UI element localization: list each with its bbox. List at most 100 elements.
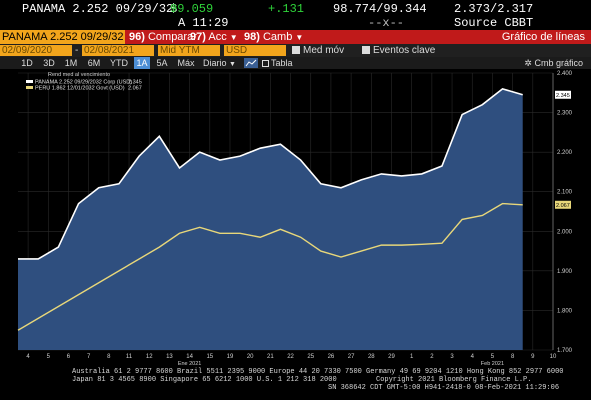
x-tick-label: 12 xyxy=(146,354,153,360)
options-bar: 02/09/2020 - 02/08/2021 Mid YTM USD Med … xyxy=(0,44,591,57)
last-value-box xyxy=(555,200,571,209)
period-1m[interactable]: 1M xyxy=(64,58,78,68)
checkbox-icon xyxy=(362,46,370,54)
table-icon xyxy=(262,60,269,67)
chart-settings-button[interactable]: ✲ Cmb gráfico xyxy=(524,57,583,69)
actions-label: Acc xyxy=(208,31,227,43)
key-events-toggle[interactable]: Eventos clave xyxy=(362,45,435,56)
moving-average-label: Med móv xyxy=(303,45,345,56)
legend-title: Rend med al vencimiento xyxy=(48,72,110,78)
x-tick-label: 25 xyxy=(307,354,314,360)
ticker-field[interactable]: PANAMA 2.252 09/29/32 xyxy=(0,30,125,44)
period-bar: 1D 3D 1M 6M YTD 1A 5A Máx Diario ▼ Tabla… xyxy=(0,57,591,69)
x-tick-label: 11 xyxy=(126,354,133,360)
series-2-line xyxy=(17,202,523,331)
period-1a[interactable]: 1A xyxy=(134,57,150,69)
y-tick-label: 1.800 xyxy=(557,308,573,314)
yield-chart[interactable]: 2.400 2.300 2.200 2.100 2.000 1.900 1.800 1.700… xyxy=(0,69,591,367)
x-tick-label: 4 xyxy=(471,354,475,360)
frequency-dropdown[interactable]: Diario ▼ xyxy=(203,57,236,71)
legend-series-1: PANAMA 2.252 09/29/2032 Corp (USD) xyxy=(35,80,132,86)
y-tick-label: 2.400 xyxy=(557,71,573,77)
period-max[interactable]: Máx xyxy=(177,58,195,68)
chart-canvas: 2.400 2.300 2.200 2.100 2.000 1.900 1.800 1.700… xyxy=(17,71,573,367)
x-tick-label: 3 xyxy=(450,354,454,360)
chevron-down-icon: ▼ xyxy=(229,33,238,42)
x-axis: 4 5 6 7 8 11 12 13 14 15 19 20 21 22 25 26 27 28 29 1 2 3 4 5 8 9… xyxy=(26,354,557,367)
chevron-down-icon: ▼ xyxy=(295,33,304,42)
x-tick-label: 13 xyxy=(166,354,173,360)
footer-contacts-2: Japan 81 3 4565 8900 Singapore 65 6212 1… xyxy=(72,376,337,384)
x-tick-label: 21 xyxy=(267,354,274,360)
compare-button[interactable]: 96) Comparar xyxy=(129,30,197,44)
moving-average-toggle[interactable]: Med móv xyxy=(292,45,344,56)
actions-button[interactable]: 97) Acc ▼ xyxy=(190,30,238,44)
price-change: +.131 xyxy=(268,2,305,16)
compare-label: Comparar xyxy=(147,31,197,43)
y-tick-label: 1.700 xyxy=(557,348,573,354)
x-tick-label: 2 xyxy=(430,354,434,360)
currency-selector[interactable]: USD xyxy=(224,45,286,56)
date-separator: - xyxy=(75,45,79,56)
chart-legend: Rend med al vencimiento PANAMA 2.252 09/… xyxy=(26,72,142,92)
checkbox-icon xyxy=(292,46,300,54)
footer: Australia 61 2 9777 8600 Brazil 5511 239… xyxy=(0,367,591,400)
bid-ask-yields: 2.373/2.317 xyxy=(454,2,534,16)
x-tick-label: 28 xyxy=(368,354,375,360)
period-6m[interactable]: 6M xyxy=(87,58,101,68)
function-toolbar: PANAMA 2.252 09/29/32 96) Comparar 97) A… xyxy=(0,30,591,44)
series-1-area xyxy=(18,88,523,351)
x-month-label: Feb 2021 xyxy=(481,361,504,367)
y-tick-label: 2.000 xyxy=(557,229,573,235)
footer-session: SN 368642 CDT GMT-5:00 H941-2418-0 08-Fe… xyxy=(328,384,560,392)
period-3d[interactable]: 3D xyxy=(43,58,55,68)
x-tick-label: 29 xyxy=(388,354,395,360)
x-tick-label: 14 xyxy=(186,354,193,360)
x-tick-label: 7 xyxy=(87,354,91,360)
pricing-source[interactable]: Source CBBT xyxy=(454,16,534,30)
end-date-field[interactable]: 02/08/2021 xyxy=(82,45,154,56)
price-value: 99.059 xyxy=(170,2,214,16)
line-chart-icon[interactable] xyxy=(244,58,258,68)
y-tick-label: 1.900 xyxy=(557,269,573,275)
x-tick-label: 1 xyxy=(410,354,414,360)
last-value-label: 2.067 xyxy=(556,203,570,209)
last-value-label: 2.345 xyxy=(556,93,570,99)
edit-button[interactable]: 98) Camb ▼ xyxy=(244,30,303,44)
y-tick-label: 2.200 xyxy=(557,150,573,156)
quote-header: PANAMA 2.252 09/29/32 $ ↑ 99.059 +.131 98.… xyxy=(0,0,591,30)
compare-number: 96) xyxy=(129,31,145,43)
legend-series-2: PERU 1.862 12/01/2032 Govt (USD) xyxy=(35,86,125,92)
legend-swatch-1 xyxy=(26,80,33,83)
x-tick-label: 5 xyxy=(47,354,51,360)
chart-settings-label: Cmb gráfico xyxy=(534,58,583,68)
quote-time: A 11:29 xyxy=(178,16,229,30)
chevron-down-icon: ▼ xyxy=(229,61,236,68)
x-tick-label: 8 xyxy=(107,354,111,360)
edit-label: Camb xyxy=(262,31,293,43)
y-tick-label: 2.300 xyxy=(557,111,573,117)
start-date-field[interactable]: 02/09/2020 xyxy=(0,45,72,56)
table-label: Tabla xyxy=(271,58,293,68)
table-view-button[interactable]: Tabla xyxy=(262,57,293,69)
x-tick-label: 19 xyxy=(227,354,234,360)
period-1d[interactable]: 1D xyxy=(21,58,33,68)
currency-symbol: $ xyxy=(170,2,178,16)
security-name: PANAMA 2.252 09/29/32 xyxy=(22,2,174,16)
period-ytd[interactable]: YTD xyxy=(110,58,128,68)
key-events-label: Eventos clave xyxy=(373,45,436,56)
up-arrow-icon: ↑ xyxy=(170,2,178,16)
x-tick-label: 6 xyxy=(67,354,71,360)
x-tick-label: 15 xyxy=(206,354,213,360)
x-tick-label: 22 xyxy=(287,354,294,360)
period-5a[interactable]: 5A xyxy=(156,58,168,68)
field-selector[interactable]: Mid YTM xyxy=(158,45,220,56)
legend-swatch-2 xyxy=(26,86,33,89)
edit-number: 98) xyxy=(244,31,260,43)
x-tick-label: 26 xyxy=(328,354,335,360)
footer-contacts-1: Australia 61 2 9777 8600 Brazil 5511 239… xyxy=(72,368,564,376)
footer-copyright: Copyright 2021 Bloomberg Finance L.P. xyxy=(376,376,532,384)
bid-ask: 98.774/99.344 xyxy=(333,2,427,16)
x-tick-label: 10 xyxy=(550,354,557,360)
y-tick-label: 2.100 xyxy=(557,190,573,196)
